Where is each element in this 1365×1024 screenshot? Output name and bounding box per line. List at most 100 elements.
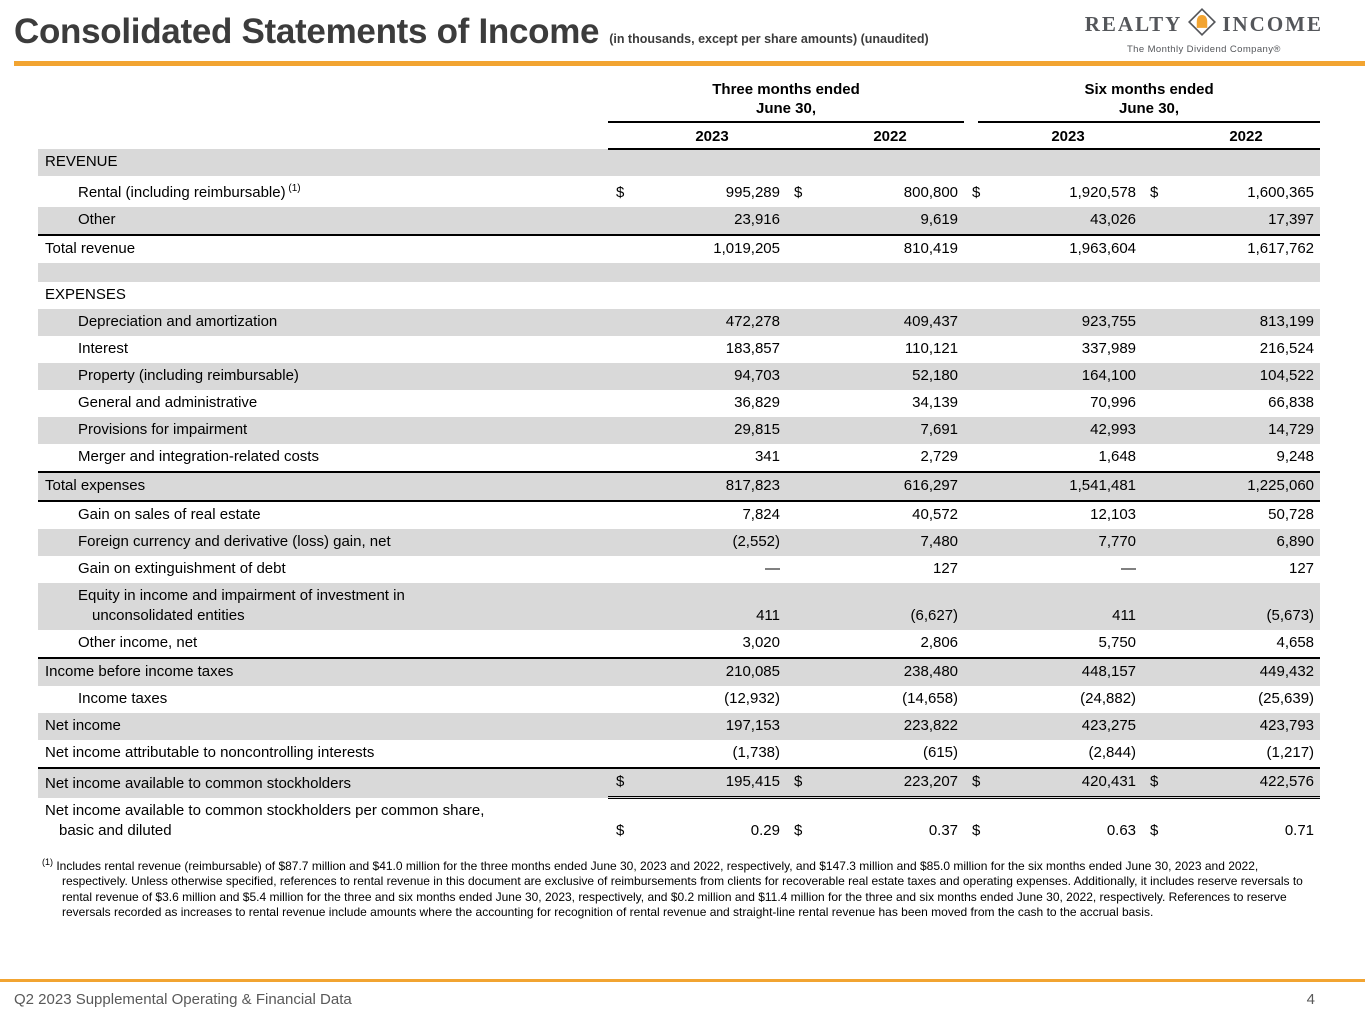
dollar-sign-cell — [1142, 282, 1172, 309]
row-label: Merger and integration-related costs — [78, 448, 319, 465]
value-cell: 411 — [1112, 607, 1137, 624]
value-cell: 70,996 — [1090, 394, 1137, 411]
dollar-sign-cell — [608, 309, 638, 336]
value-cell: (615) — [923, 744, 959, 761]
value-cell: 800,800 — [903, 184, 959, 201]
value-cell: 0.37 — [928, 821, 959, 839]
dollar-sign-cell — [964, 263, 994, 282]
value-cell — [638, 282, 786, 309]
table-row: Interest 183,857 110,121 337,989 216,524 — [38, 336, 1320, 363]
table-row: Foreign currency and derivative (loss) g… — [38, 529, 1321, 556]
value-cell — [638, 149, 786, 176]
value-cell: 17,397 — [1268, 211, 1315, 228]
dollar-sign-cell: $ — [616, 821, 625, 839]
dollar-sign-cell — [608, 686, 638, 713]
dollar-sign-cell — [786, 556, 816, 583]
dollar-sign-cell — [964, 444, 994, 472]
table-row: Property (including reimbursable) 94,703 5… — [38, 363, 1321, 390]
table-row: Net income attributable to noncontrollin… — [38, 740, 1320, 768]
value-cell: 0.63 — [1106, 821, 1137, 839]
dollar-sign-cell — [1142, 417, 1172, 444]
value-cell: 0.71 — [1284, 821, 1315, 839]
value-cell: (14,658) — [902, 690, 959, 707]
value-cell: 43,026 — [1090, 211, 1137, 228]
dollar-sign-cell — [964, 363, 994, 390]
value-cell: 420,431 — [994, 767, 1143, 799]
value-cell: 14,729 — [1268, 421, 1315, 438]
value-cell: 12,103 — [1090, 506, 1137, 523]
table-row: Total revenue 1,019,205 810,419 1,963,604 1,… — [38, 234, 1321, 263]
value-cell — [816, 282, 964, 309]
value-cell: 1,617,762 — [1172, 234, 1321, 263]
value-cell: 29,815 — [734, 421, 780, 438]
value-cell: 7,691 — [920, 421, 959, 438]
value-cell: 1,600,365 — [1247, 184, 1315, 201]
year-col-header: 2023 — [638, 123, 786, 150]
dollar-sign-cell — [1142, 336, 1172, 363]
realty-income-logo: REALTY INCOME The Monthly Dividend Compa… — [1085, 8, 1323, 55]
value-cell: 1,541,481 — [994, 471, 1143, 502]
dollar-sign-cell — [786, 583, 816, 630]
value-cell: 3,020 — [742, 634, 780, 651]
value-cell: 195,415 — [638, 767, 786, 799]
year-col-header: 2022 — [816, 123, 965, 150]
value-cell: 0.29 — [750, 821, 780, 839]
value-cell: (2,552) — [732, 533, 780, 550]
dollar-sign-cell — [608, 234, 638, 263]
page-title: Consolidated Statements of Income — [14, 12, 600, 51]
dollar-sign-cell — [608, 471, 638, 502]
dollar-sign-cell — [608, 282, 638, 309]
row-label: Income before income taxes — [38, 657, 608, 686]
dollar-sign-cell — [786, 740, 816, 768]
value-cell — [994, 149, 1142, 176]
dollar-sign-cell — [964, 686, 994, 713]
page-number: 4 — [1306, 991, 1315, 1008]
dollar-sign-cell — [964, 713, 994, 740]
value-cell: 66,838 — [1268, 394, 1315, 411]
value-cell: 4,658 — [1276, 634, 1315, 651]
value-cell: 216,524 — [1259, 340, 1315, 357]
value-cell: (6,627) — [910, 607, 959, 624]
row-label: Depreciation and amortization — [78, 313, 278, 330]
value-cell: (5,673) — [1266, 607, 1315, 624]
row-label: Equity in income and impairment of inves… — [78, 587, 405, 624]
value-cell: — — [765, 560, 780, 577]
row-label: General and administrative — [78, 394, 258, 411]
value-cell — [816, 263, 964, 282]
value-cell: 183,857 — [725, 340, 780, 357]
table-row: Provisions for impairment 29,815 7,691 42,9… — [38, 417, 1321, 444]
row-label: Other income, net — [78, 634, 198, 651]
value-cell: 2,806 — [920, 634, 959, 651]
value-cell: 104,522 — [1259, 367, 1315, 384]
value-cell: 409,437 — [903, 313, 959, 330]
dollar-sign-cell — [786, 686, 816, 713]
dollar-sign-cell — [964, 556, 994, 583]
value-cell: 449,432 — [1172, 657, 1321, 686]
footnote-text: Includes rental revenue (reimbursable) o… — [56, 858, 1303, 920]
value-cell: 1,019,205 — [638, 234, 786, 263]
dollar-sign-cell — [608, 207, 638, 235]
value-cell: 9,248 — [1276, 448, 1315, 465]
dollar-sign-cell — [786, 309, 816, 336]
dollar-sign-cell — [1142, 309, 1172, 336]
dollar-sign-cell — [786, 657, 816, 686]
dollar-sign-cell — [1142, 501, 1172, 529]
row-label: Foreign currency and derivative (loss) g… — [78, 533, 391, 550]
row-label: Interest — [78, 340, 129, 357]
dollar-sign-cell: $ — [616, 184, 625, 201]
table-row: Income before income taxes 210,085 238,480… — [38, 657, 1321, 686]
dollar-sign-cell — [786, 713, 816, 740]
dollar-sign-cell — [1142, 471, 1173, 502]
value-cell — [1172, 263, 1320, 282]
value-cell: 995,289 — [725, 184, 780, 201]
dollar-sign-cell — [608, 149, 638, 176]
dollar-sign-cell — [608, 417, 638, 444]
footer-document-title: Q2 2023 Supplemental Operating & Financi… — [14, 991, 352, 1008]
value-cell: 7,480 — [920, 533, 959, 550]
table-row: Net income 197,153 223,822 423,275 423,793 — [38, 713, 1321, 740]
dollar-sign-cell — [786, 282, 816, 309]
dollar-sign-cell — [786, 444, 816, 472]
value-cell: 810,419 — [816, 234, 965, 263]
dollar-sign-cell — [608, 263, 638, 282]
row-label: Total revenue — [38, 234, 608, 263]
